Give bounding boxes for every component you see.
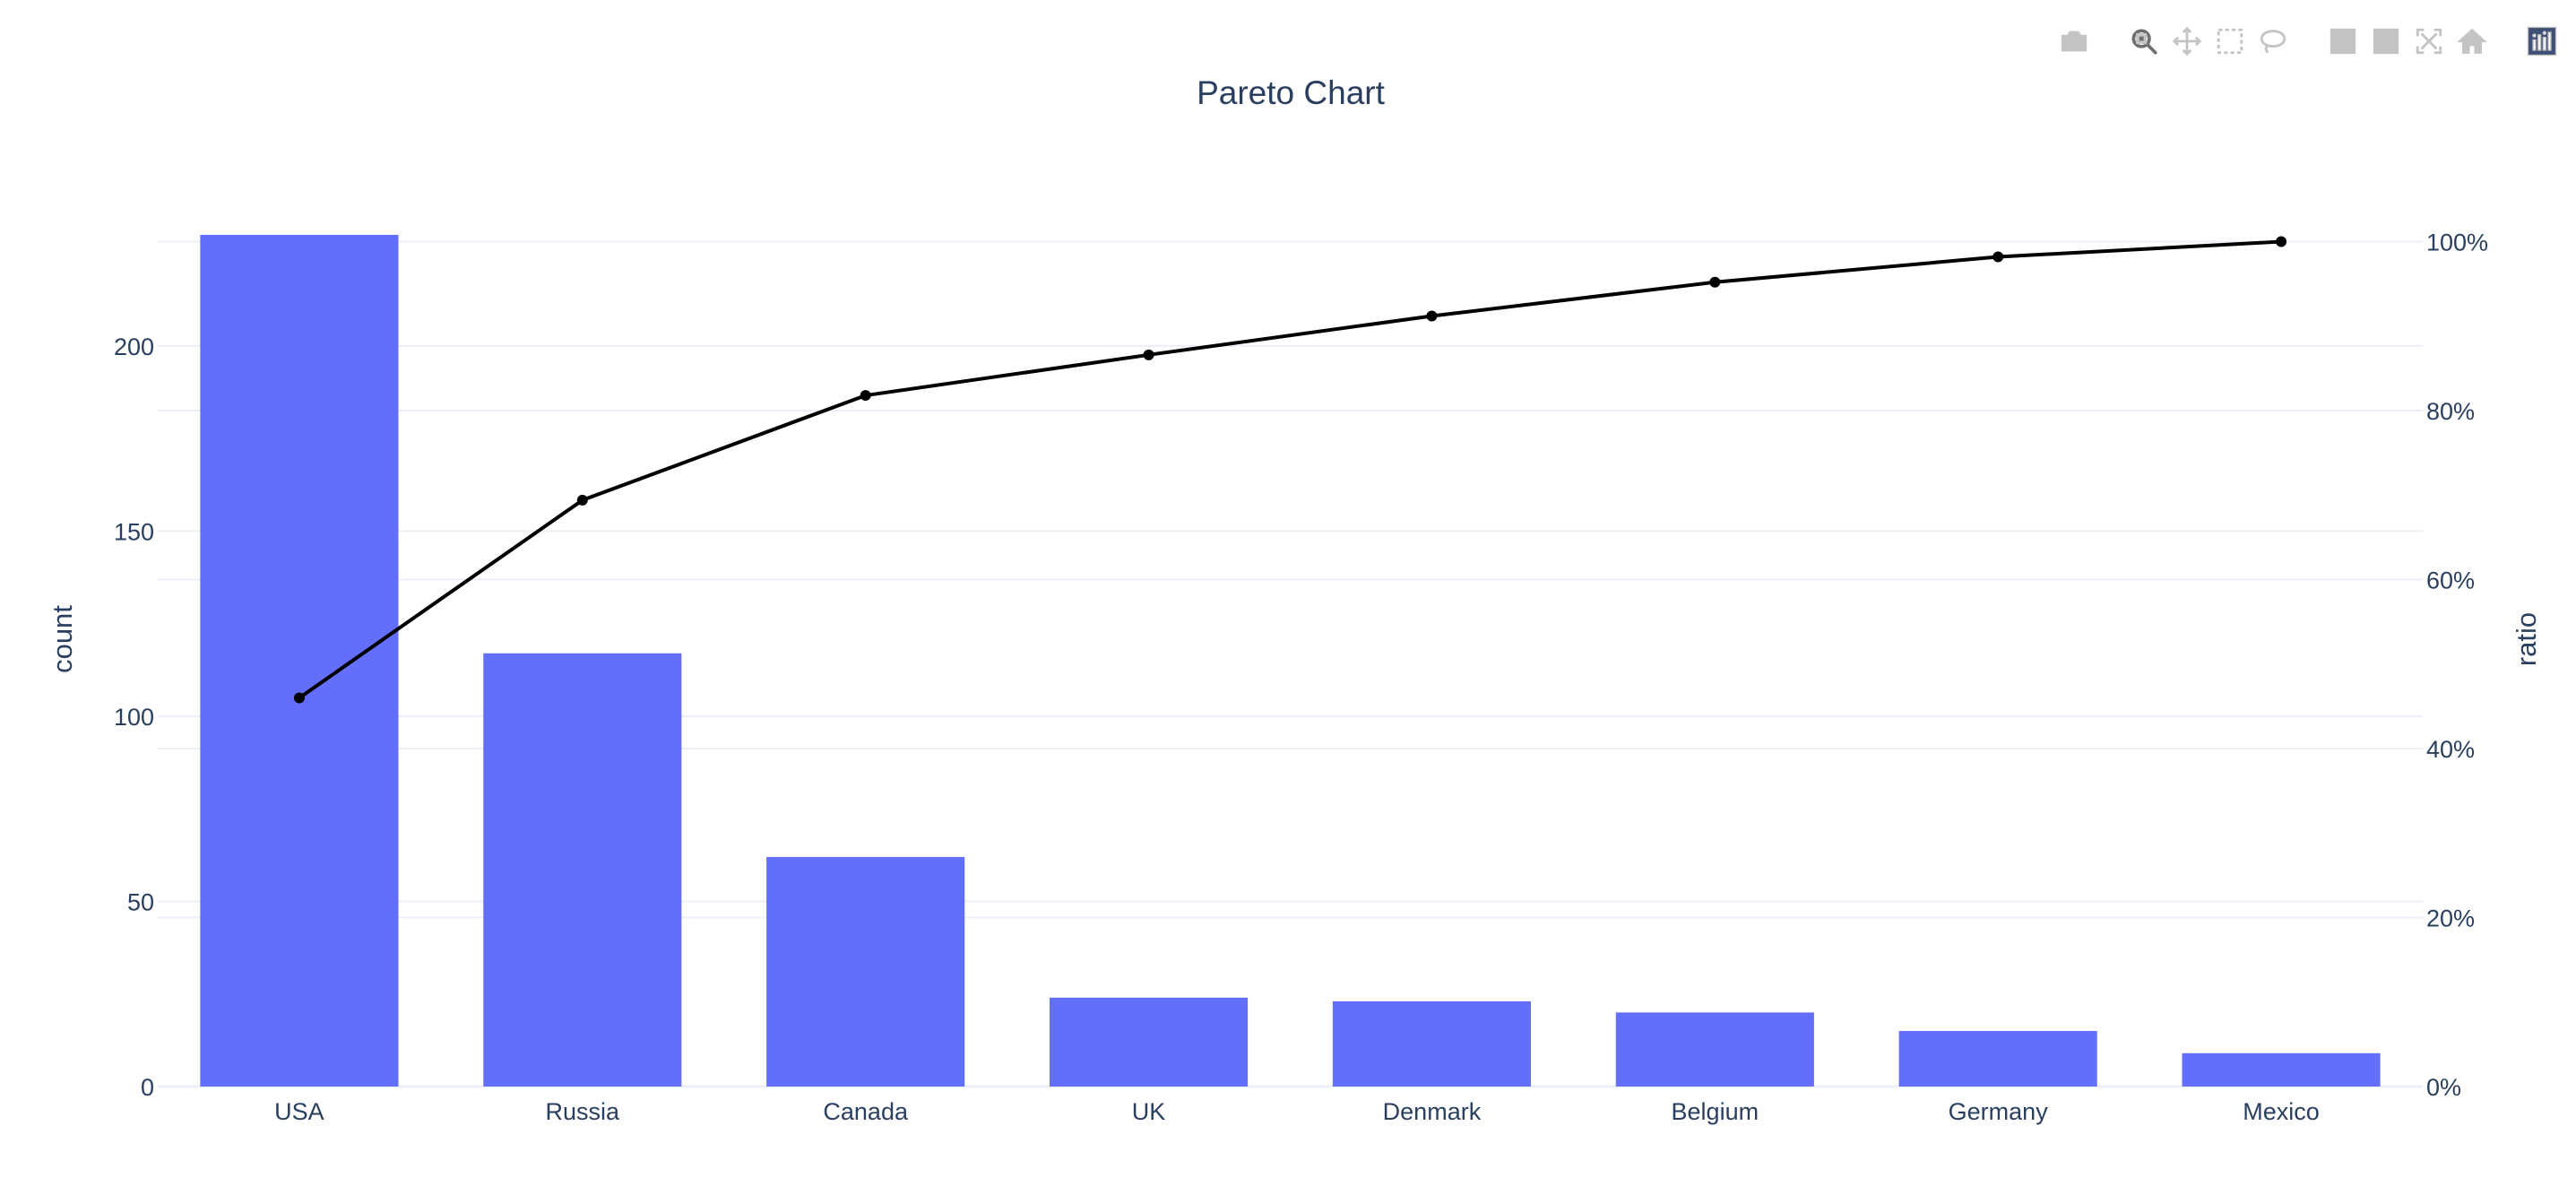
zoom-in-icon[interactable]	[2321, 20, 2364, 63]
cumulative-ratio-series	[293, 236, 2287, 704]
y-tick-label: 200	[114, 333, 154, 360]
y2-tick-label: 40%	[2426, 736, 2475, 763]
chart-title: Pareto Chart	[1197, 74, 1385, 111]
y-tick-label: 100	[114, 704, 154, 731]
pan-icon[interactable]	[2165, 20, 2209, 63]
y-tick-label: 50	[127, 888, 154, 915]
ratio-point-belgium[interactable]	[1709, 276, 1721, 288]
bar-germany[interactable]	[1898, 1031, 2097, 1087]
ratio-point-mexico[interactable]	[2276, 236, 2287, 247]
x-tick-label: Belgium	[1672, 1098, 1759, 1125]
ratio-point-canada[interactable]	[860, 390, 871, 402]
zoom-icon[interactable]	[2122, 20, 2165, 63]
box-select-icon[interactable]	[2209, 20, 2252, 63]
x-tick-label: Germany	[1949, 1098, 2049, 1125]
bar-usa[interactable]	[200, 235, 399, 1087]
ratio-point-usa[interactable]	[293, 692, 305, 704]
y-tick-label: 150	[114, 518, 154, 545]
bar-series	[200, 235, 2381, 1087]
modebar-toolbar	[2026, 20, 2563, 63]
camera-icon[interactable]	[2053, 20, 2096, 63]
y2-axis-title: ratio	[2511, 612, 2542, 666]
bar-mexico[interactable]	[2182, 1052, 2381, 1087]
bar-belgium[interactable]	[1615, 1012, 1814, 1087]
ratio-point-uk[interactable]	[1143, 349, 1154, 360]
plotly-logo-icon[interactable]	[2520, 20, 2563, 63]
y-tick-label: 0	[141, 1074, 154, 1101]
y2-tick-label: 0%	[2426, 1074, 2461, 1101]
y2-tick-label: 20%	[2426, 905, 2475, 932]
modebar-group-drag	[2122, 20, 2295, 63]
y2-tick-label: 100%	[2426, 229, 2488, 256]
bar-canada[interactable]	[766, 856, 965, 1087]
zoom-out-icon[interactable]	[2364, 20, 2407, 63]
autoscale-icon[interactable]	[2407, 20, 2451, 63]
y2-tick-label: 60%	[2426, 567, 2475, 594]
ratio-point-germany[interactable]	[1993, 251, 2004, 263]
modebar-group-logo	[2520, 20, 2563, 63]
bar-denmark[interactable]	[1332, 1001, 1531, 1087]
x-tick-label: Russia	[546, 1098, 621, 1125]
lasso-icon[interactable]	[2252, 20, 2295, 63]
modebar-group-zoom	[2321, 20, 2494, 63]
x-tick-label: Mexico	[2243, 1098, 2320, 1125]
cumulative-ratio-line	[298, 239, 2282, 700]
x-tick-label: Canada	[823, 1098, 909, 1125]
ratio-point-denmark[interactable]	[1426, 310, 1438, 322]
axes: USA Russia Canada UK Denmark Belgium Germany Me…	[114, 229, 2488, 1125]
x-tick-label: UK	[1132, 1098, 1166, 1125]
y2-tick-label: 80%	[2426, 398, 2475, 425]
bar-uk[interactable]	[1050, 997, 1249, 1087]
home-icon[interactable]	[2451, 20, 2494, 63]
x-tick-label: Denmark	[1383, 1098, 1482, 1125]
modebar-group-export	[2053, 20, 2096, 63]
bar-russia[interactable]	[483, 653, 682, 1087]
x-tick-label: USA	[274, 1098, 324, 1125]
y-axis-title: count	[47, 605, 78, 673]
ratio-point-russia[interactable]	[576, 494, 588, 506]
